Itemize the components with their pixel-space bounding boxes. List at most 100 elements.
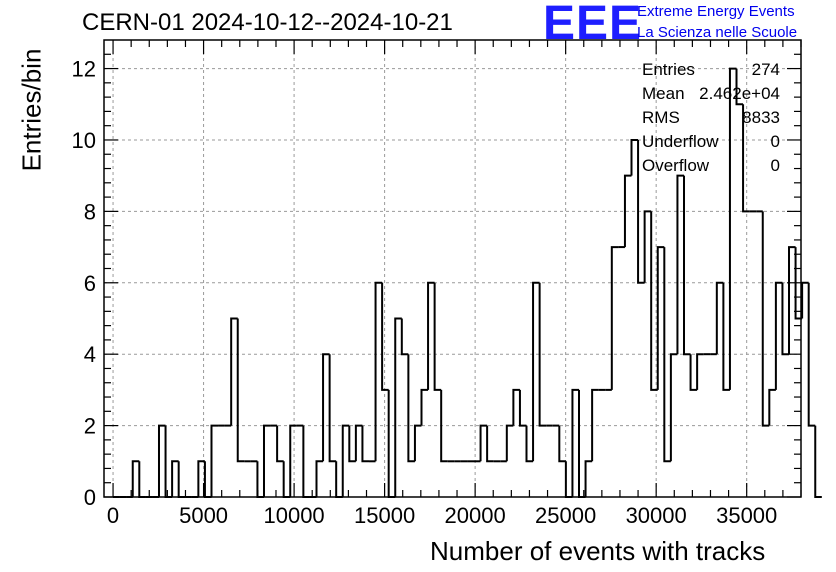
histogram-bin [400,318,409,356]
x-tick-label: 30000 [626,503,687,528]
histogram-bin [505,424,514,462]
histogram-bin [407,354,415,463]
x-tick-label: 0 [107,503,119,528]
histogram-bin [427,281,435,390]
y-tick-label: 2 [84,414,96,439]
stat-key: Overflow [642,156,710,175]
logo-line-1: Extreme Energy Events [637,3,795,20]
histogram-bin [433,282,442,391]
stat-value: 2.462e+04 [699,84,780,103]
y-tick-label: 10 [72,128,96,153]
stat-row-mean: Mean 2.462e+04 [640,84,780,108]
stat-row-overflow: Overflow 0 [640,156,780,180]
histogram-bin [669,353,678,462]
histogram-bin [512,388,520,426]
histogram-bin [774,281,783,390]
stat-key: Entries [642,60,695,79]
histogram-bin [322,353,330,462]
histogram-bin [715,281,724,355]
histogram-bin [788,246,796,355]
stat-row-underflow: Underflow 0 [640,132,780,156]
histogram-bin [276,425,284,463]
histogram-bin [361,425,369,463]
histogram-bin [571,388,580,497]
histogram-bin [728,67,737,390]
histogram-bin [381,282,389,391]
y-tick-label: 12 [72,57,96,82]
stat-key: Underflow [642,132,719,151]
histogram-bin [354,424,363,462]
histogram-bin [315,460,324,497]
logo-line-2: La Scienza nelle Scuole [637,24,798,41]
x-tick-label: 35000 [716,503,777,528]
histogram-bin [532,281,540,462]
stat-row-rms: RMS 8833 [640,108,780,132]
histogram-bin [348,425,356,463]
histogram-bin [676,174,685,355]
histogram-bin [177,461,186,498]
histogram-bin [440,389,448,463]
histogram-bin [630,138,639,176]
histogram-bin [735,68,744,106]
histogram-bin [650,211,658,391]
x-axis-label: Number of events with tracks [430,536,766,566]
histogram-bin [328,354,337,463]
histogram-bin [210,424,219,497]
histogram-bin [374,281,383,462]
y-tick-label: 8 [84,199,96,224]
histogram-bin [289,424,297,497]
stat-key: RMS [642,108,680,127]
x-tick-label: 5000 [179,503,228,528]
histogram-bin [656,246,665,390]
histogram-bin [157,424,166,497]
y-tick-label: 6 [84,271,96,296]
stat-row-entries: Entries 274 [640,60,780,84]
histogram-bin [341,424,350,497]
histogram-bin [761,211,770,427]
histogram-bin [538,282,547,427]
histogram-bin [623,174,632,248]
histogram-bin [637,139,645,284]
histogram-bin [486,425,494,463]
histogram-bin [683,175,691,356]
histogram-bin [525,425,534,463]
axes: 0 5000 10000 15000 20000 25000 30000 35000 0 2 4 6 8… [72,39,802,528]
histogram-bin [801,281,809,319]
histogram-bin [171,460,179,497]
histogram-bin [230,317,238,426]
histogram-bin [591,388,599,462]
histogram-bin [794,247,803,320]
x-tick-label: 20000 [445,503,506,528]
histogram-bin [781,282,790,356]
histogram-bin [807,282,816,427]
histogram-bin [420,388,429,426]
y-tick-label: 4 [84,342,96,367]
histogram-bin [814,425,822,498]
histogram-bin [722,282,730,391]
histogram-bin [584,460,593,497]
x-tick-label: 15000 [354,503,415,528]
histogram-bin [138,461,146,498]
histogram-bin [302,425,310,498]
histogram-bin [131,460,140,497]
histogram-bin [197,460,205,497]
histogram-bin [742,104,750,213]
histogram-bin [518,389,527,427]
histogram-bin [394,317,402,497]
histogram-bin [696,353,704,390]
y-tick-label: 0 [84,485,96,510]
x-tick-label: 10000 [263,503,324,528]
histogram-bin [643,210,652,283]
histogram-bin [663,247,671,463]
histogram-bin [610,246,619,390]
histogram-bin [479,424,488,462]
histogram-bin [262,424,271,497]
x-tick-label: 25000 [535,503,596,528]
histogram-bin [413,424,422,462]
stats-box: Entries 274 Mean 2.462e+04 RMS 8833 Underfl… [640,60,780,180]
histogram-bin [558,425,566,463]
histogram-bin [236,318,245,463]
chart-title: CERN-01 2024-10-12--2024-10-21 [82,9,453,36]
stat-value: 0 [770,156,780,175]
